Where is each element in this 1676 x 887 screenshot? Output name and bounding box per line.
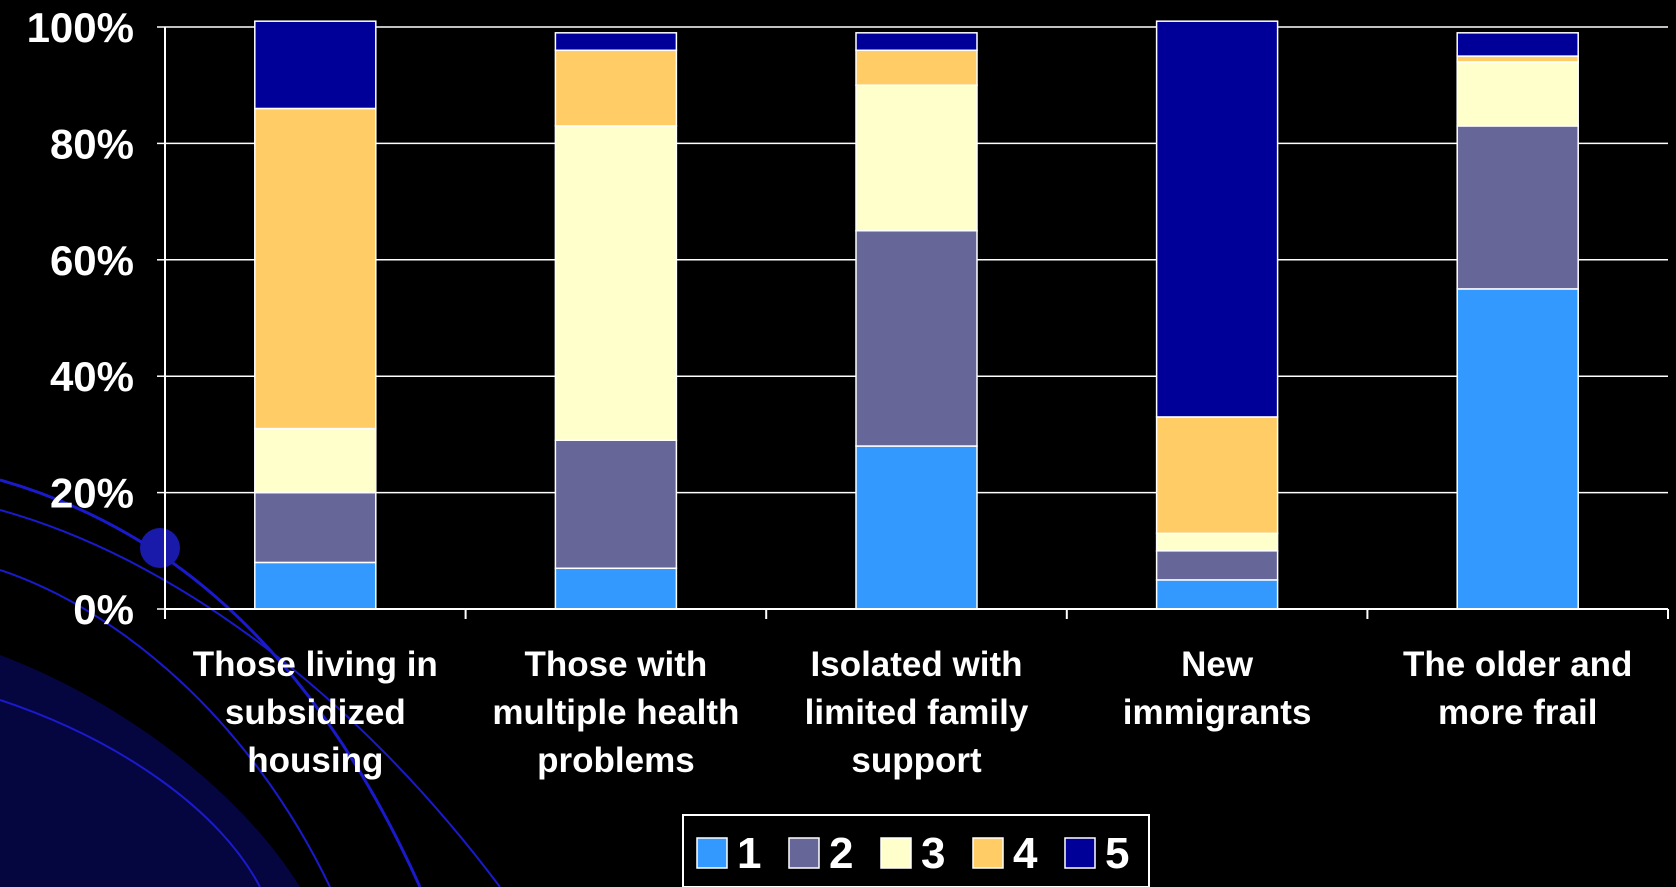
legend-label: 1 [737,829,761,878]
bar-segment-series-1 [254,561,377,610]
legend-label: 5 [1105,829,1129,878]
legend-label: 2 [829,829,853,878]
y-axis-tick-labels: 0% 20% 40% 60% 80% 100% [27,4,134,633]
y-tick-label: 100% [27,4,134,51]
bar-segment-series-2 [855,229,978,447]
bar-segment-series-4 [254,107,377,430]
y-tick-label: 40% [50,353,134,400]
bar-segment-series-5 [1155,20,1279,418]
legend-label: 4 [1013,829,1038,878]
bar-segment-series-2 [254,491,377,564]
swoosh-line [0,699,261,887]
bar-segment-series-1 [1456,288,1579,610]
swoosh-fill [0,655,300,887]
bar-segment-series-4 [1456,55,1579,63]
legend-swatch [696,837,728,869]
axes [164,27,1669,619]
bar-segment-series-3 [554,125,678,441]
bar-segment-series-4 [855,49,978,86]
legend-label: 3 [921,829,945,878]
x-category-label: Those with multiple health problems [492,645,739,780]
legend-swatch [788,837,820,869]
y-tick-label: 80% [50,120,134,167]
x-category-label: Those living in subsidized housing [193,645,438,780]
bar-segment-series-3 [855,84,978,232]
swoosh-line [0,509,501,887]
bar-segment-series-3 [1456,61,1579,127]
x-category-label: Isolated with limited family support [805,645,1029,780]
legend: 1 2 3 4 5 [682,814,1150,887]
bar-segment-series-4 [1155,416,1279,535]
bar-segment-series-2 [1155,550,1279,581]
x-category-label: The older and more frail [1403,645,1632,732]
bar-segment-series-1 [1155,579,1279,610]
x-category-label: New immigrants [1123,645,1312,732]
bar-segment-series-2 [1456,125,1579,290]
x-axis-category-labels: Those living in subsidized housing Those wi… [193,645,1633,780]
y-tick-label: 60% [50,237,134,284]
bar-segment-series-5 [855,32,978,52]
swoosh-line [0,569,331,887]
bar-segment-series-5 [254,20,377,110]
bar-segment-series-2 [554,439,678,570]
bar-segment-series-1 [554,567,678,610]
bar-segment-series-4 [554,49,678,127]
stacked-bars [254,20,1579,610]
background-swoosh-decoration [0,478,501,887]
y-tick-label: 20% [50,470,134,517]
swoosh-dot [140,528,180,568]
bar-segment-series-3 [254,427,377,494]
bar-segment-series-1 [855,445,978,610]
legend-swatch [1064,837,1096,869]
bar-segment-series-3 [1155,532,1279,552]
legend-swatch [880,837,912,869]
bar-segment-series-5 [1456,32,1579,57]
bar-segment-series-5 [554,32,678,52]
y-tick-label: 0% [73,586,134,633]
swoosh-line [0,478,422,887]
legend-swatch [972,837,1004,869]
